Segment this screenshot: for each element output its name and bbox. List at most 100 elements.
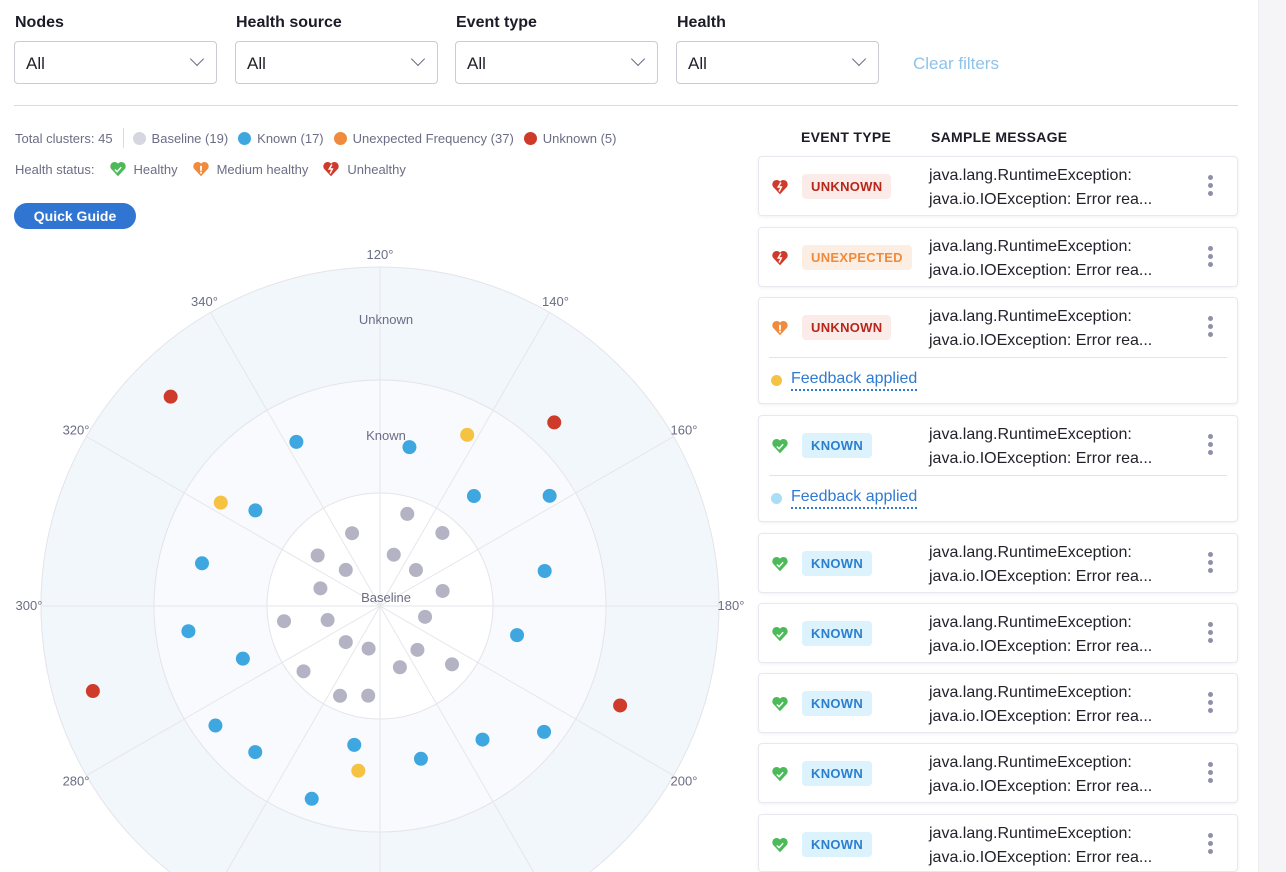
more-options-icon[interactable] — [1205, 622, 1215, 646]
more-options-icon[interactable] — [1205, 692, 1215, 716]
message-line: java.lang.RuntimeException: — [929, 426, 1132, 443]
legend-unknown: Unknown (5) — [523, 130, 617, 146]
event-type-select[interactable]: All — [455, 41, 658, 84]
legend-label: Known (17) — [257, 130, 324, 146]
sample-message: java.lang.RuntimeException: java.io.IOExc… — [929, 423, 1152, 471]
event-row[interactable]: UNKNOWN java.lang.RuntimeException: java.… — [758, 297, 1238, 404]
legend-label: Unknown (5) — [542, 130, 617, 146]
angular-gridline — [379, 605, 674, 776]
feedback-applied-link[interactable]: Feedback applied — [791, 370, 918, 391]
angular-tick-label: 340° — [191, 294, 218, 309]
angular-tick-label: 180° — [718, 598, 745, 613]
event-row[interactable]: KNOWN java.lang.RuntimeException: java.io… — [758, 814, 1238, 872]
heart-check-icon — [772, 766, 788, 782]
more-options-icon[interactable] — [1205, 246, 1215, 270]
known-cluster-point — [542, 488, 557, 503]
legend-known: Known (17) — [238, 130, 324, 146]
event-row[interactable]: KNOWN java.lang.RuntimeException: java.io… — [758, 415, 1238, 522]
message-line: java.lang.RuntimeException: — [929, 614, 1132, 631]
heart-check-icon — [772, 556, 788, 572]
event-type-badge: KNOWN — [802, 433, 873, 458]
baseline-cluster-point — [338, 635, 353, 650]
heart-broken-icon — [323, 161, 340, 177]
scrollbar[interactable] — [1258, 0, 1286, 872]
message-line: java.lang.RuntimeException: — [929, 167, 1132, 184]
message-line: java.io.IOException: Error rea... — [929, 708, 1153, 725]
more-options-icon[interactable] — [1205, 833, 1215, 857]
filter-label: Event type — [456, 14, 537, 31]
unknown-cluster-point — [163, 389, 178, 404]
nodes-select[interactable]: All — [14, 41, 217, 84]
message-line: java.lang.RuntimeException: — [929, 825, 1132, 842]
event-row[interactable]: KNOWN java.lang.RuntimeException: java.io… — [758, 673, 1238, 733]
angular-tick-label: 160° — [671, 423, 698, 438]
health-source-select[interactable]: All — [235, 41, 438, 84]
event-type-badge: KNOWN — [802, 551, 873, 576]
known-cluster-point — [235, 651, 250, 666]
baseline-cluster-point — [435, 525, 450, 540]
baseline-cluster-point — [361, 688, 376, 703]
baseline-cluster-point — [320, 613, 335, 628]
angular-tick-label: 120° — [367, 247, 394, 262]
event-row[interactable]: KNOWN java.lang.RuntimeException: java.io… — [758, 603, 1238, 663]
heart-check-icon — [772, 837, 788, 853]
known-cluster-point — [289, 434, 304, 449]
known-cluster-point — [248, 745, 263, 760]
clear-filters-link[interactable]: Clear filters — [913, 54, 999, 73]
known-cluster-point — [347, 737, 362, 752]
angular-tick-label: 280° — [63, 774, 90, 789]
event-row[interactable]: KNOWN java.lang.RuntimeException: java.io… — [758, 743, 1238, 803]
row-divider — [769, 357, 1227, 358]
baseline-cluster-point — [410, 642, 425, 657]
known-cluster-point — [248, 503, 263, 518]
event-row[interactable]: UNEXPECTED java.lang.RuntimeException: ja… — [758, 227, 1238, 287]
select-value: All — [467, 54, 486, 73]
baseline-cluster-point — [392, 660, 407, 675]
feedback-cluster-point — [351, 763, 366, 778]
heart-broken-icon — [772, 250, 788, 266]
health-select[interactable]: All — [676, 41, 879, 84]
baseline-cluster-point — [345, 526, 360, 541]
polar-cluster-chart: 120° 140° 160° 180° 200° 280° 300° 320° 340° Base… — [16, 247, 745, 872]
quick-guide-button[interactable]: Quick Guide — [14, 203, 136, 229]
feedback-applied: Feedback applied — [771, 488, 918, 509]
baseline-cluster-point — [386, 547, 401, 562]
unexpected-dot-icon — [333, 131, 347, 145]
event-type-badge: KNOWN — [802, 621, 873, 646]
unknown-cluster-point — [547, 415, 562, 430]
more-options-icon[interactable] — [1205, 552, 1215, 576]
angular-tick-label: 140° — [542, 294, 569, 309]
baseline-cluster-point — [313, 581, 328, 596]
heart-check-icon — [109, 161, 126, 177]
heart-check-icon — [772, 626, 788, 642]
sample-message: java.lang.RuntimeException: java.io.IOExc… — [929, 305, 1152, 353]
baseline-cluster-point — [361, 641, 376, 656]
angular-gridline — [379, 312, 550, 607]
known-cluster-point — [413, 751, 428, 766]
feedback-cluster-point — [213, 495, 228, 510]
angular-gridline — [225, 605, 381, 872]
more-options-icon[interactable] — [1205, 762, 1215, 786]
cluster-legend: Total clusters: 45 Baseline (19) Known (… — [15, 128, 627, 148]
heart-exclamation-icon — [192, 161, 209, 177]
message-line: java.lang.RuntimeException: — [929, 754, 1132, 771]
known-cluster-point — [194, 556, 209, 571]
known-dot-icon — [238, 131, 252, 145]
baseline-cluster-point — [296, 664, 311, 679]
unknown-dot-icon — [523, 131, 537, 145]
event-row[interactable]: KNOWN java.lang.RuntimeException: java.io… — [758, 533, 1238, 593]
more-options-icon[interactable] — [1205, 316, 1215, 340]
message-line: java.lang.RuntimeException: — [929, 308, 1132, 325]
more-options-icon[interactable] — [1205, 434, 1215, 458]
row-divider — [769, 475, 1227, 476]
legend-baseline: Baseline (19) — [132, 131, 228, 146]
known-cluster-point — [475, 732, 490, 747]
heart-broken-icon — [772, 179, 788, 195]
feedback-applied-link[interactable]: Feedback applied — [791, 488, 918, 509]
select-value: All — [247, 54, 266, 73]
more-options-icon[interactable] — [1205, 175, 1215, 199]
message-line: java.io.IOException: Error rea... — [929, 638, 1153, 655]
event-row[interactable]: UNKNOWN java.lang.RuntimeException: java.… — [758, 156, 1238, 216]
legend-label: Healthy — [133, 161, 178, 177]
filter-label: Nodes — [15, 14, 64, 31]
